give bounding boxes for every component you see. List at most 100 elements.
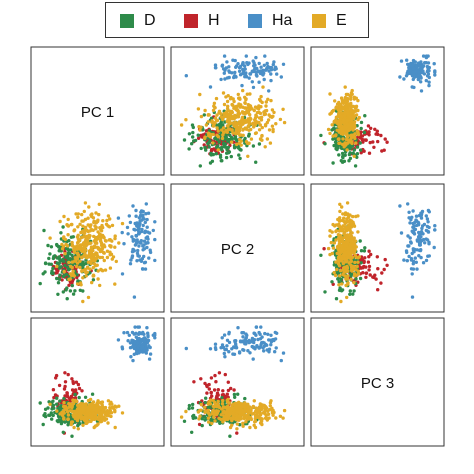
point-e [231, 131, 235, 135]
point-d [73, 289, 77, 293]
point-ha [272, 60, 276, 64]
point-e [60, 247, 65, 251]
point-e [98, 420, 103, 424]
point-e [328, 112, 332, 116]
point-e [90, 248, 94, 252]
point-e [338, 209, 342, 214]
point-d [214, 152, 218, 156]
point-e [350, 141, 354, 146]
point-h [215, 394, 219, 398]
point-e [346, 225, 350, 230]
point-ha [238, 64, 243, 69]
point-ha [133, 243, 138, 247]
point-h [375, 255, 379, 259]
point-ha [408, 71, 412, 75]
point-d [352, 148, 356, 152]
point-e [338, 274, 342, 278]
point-e [216, 148, 220, 152]
point-d [58, 407, 62, 412]
point-ha [136, 248, 140, 253]
point-d [187, 406, 191, 411]
point-h [70, 388, 75, 392]
point-ha [133, 325, 137, 329]
point-h [376, 267, 380, 271]
point-ha [137, 331, 142, 335]
point-ha [408, 221, 412, 225]
point-ha [406, 62, 410, 66]
point-e [92, 245, 96, 249]
point-h [196, 136, 201, 140]
point-e [211, 108, 216, 113]
point-e [232, 123, 236, 128]
point-ha [213, 63, 218, 67]
point-d [51, 256, 56, 261]
point-d [233, 137, 238, 141]
point-h [364, 271, 369, 275]
point-ha [281, 62, 286, 66]
point-ha [271, 62, 275, 67]
point-ha [410, 215, 414, 219]
point-e [337, 239, 342, 244]
point-e [228, 113, 232, 117]
point-e [353, 253, 358, 258]
point-e [260, 125, 264, 130]
point-e [65, 244, 70, 248]
point-d [62, 396, 66, 401]
point-e [211, 408, 215, 413]
point-e [108, 253, 112, 257]
point-d [58, 257, 62, 262]
point-h [214, 380, 218, 384]
legend-swatch-e [312, 14, 326, 28]
point-ha [128, 341, 133, 345]
point-d [192, 139, 196, 143]
point-d [199, 146, 203, 151]
point-e [96, 218, 100, 222]
point-d [43, 270, 47, 274]
point-e [227, 127, 231, 132]
point-e [95, 423, 99, 427]
point-e [92, 416, 96, 421]
point-d [218, 125, 222, 129]
point-e [274, 122, 278, 126]
point-e [76, 427, 81, 431]
point-h [77, 386, 82, 391]
point-e [62, 214, 66, 219]
point-e [221, 398, 225, 403]
point-e [351, 214, 355, 219]
point-e [334, 115, 339, 120]
point-h [57, 383, 62, 388]
point-e [197, 417, 201, 421]
point-e [349, 91, 354, 95]
point-ha [232, 75, 236, 80]
point-ha [252, 340, 256, 345]
point-d [247, 134, 251, 138]
point-ha [220, 343, 225, 347]
point-e [255, 106, 259, 110]
point-d [359, 126, 363, 131]
point-d [58, 273, 62, 277]
point-h [212, 388, 217, 392]
panel-frame [310, 317, 445, 447]
point-ha [426, 208, 431, 213]
point-ha [141, 213, 145, 218]
point-ha [144, 236, 148, 240]
point-d [57, 266, 62, 270]
point-e [84, 274, 88, 278]
point-ha [422, 72, 427, 76]
point-e [67, 260, 71, 265]
point-h [364, 275, 368, 279]
point-d [77, 395, 81, 400]
point-ha [134, 335, 138, 339]
point-e [342, 145, 346, 149]
point-ha [223, 77, 227, 81]
point-d [348, 289, 352, 293]
point-ha [255, 345, 259, 349]
point-e [102, 407, 106, 411]
point-e [199, 408, 203, 412]
point-e [94, 408, 98, 413]
point-e [87, 416, 91, 420]
point-e [328, 92, 332, 96]
point-e [356, 260, 360, 264]
point-e [243, 118, 247, 123]
point-e [81, 423, 85, 427]
